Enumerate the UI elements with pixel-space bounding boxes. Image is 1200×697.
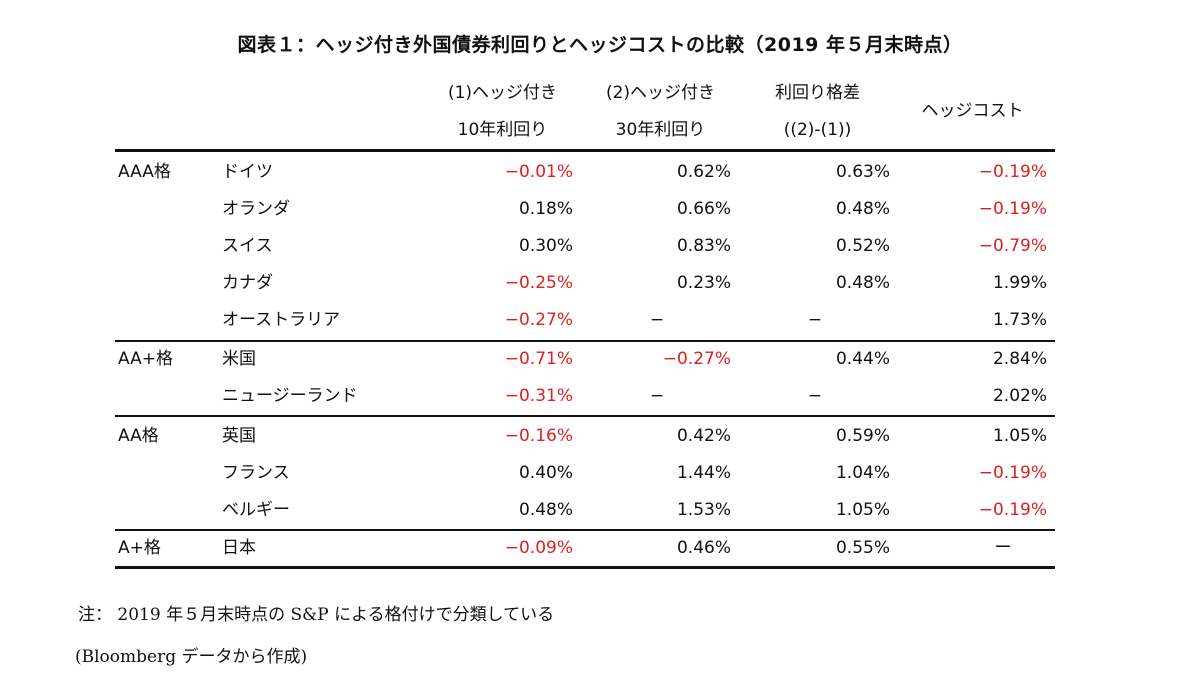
value-cell: −0.19% — [978, 199, 1047, 219]
value-cell: 0.55% — [835, 538, 890, 558]
country-name: 英国 — [222, 426, 256, 446]
country-name: フランス — [222, 463, 290, 483]
value-cell: 1.05% — [992, 426, 1047, 446]
value-cell: −0.25% — [504, 273, 573, 293]
table-row: A+格 日本 −0.09% 0.46% 0.55% ー — [0, 530, 1200, 567]
table-top-rule — [115, 149, 1055, 152]
group-divider — [115, 415, 1055, 417]
value-cell: −0.19% — [978, 500, 1047, 520]
value-cell: −0.09% — [504, 538, 573, 558]
header-line1: (1)ヘッジ付き — [447, 83, 558, 103]
table-row: AA格 英国 −0.16% 0.42% 0.59% 1.05% — [0, 418, 1200, 455]
value-cell: −0.31% — [504, 386, 573, 406]
value-cell: 1.05% — [835, 500, 890, 520]
table-bottom-rule — [115, 566, 1055, 569]
value-cell: 0.30% — [518, 236, 573, 256]
header-line2: 30年利回り — [615, 120, 706, 140]
value-cell: − — [807, 386, 823, 406]
value-cell: 0.52% — [835, 236, 890, 256]
value-cell: 1.04% — [835, 463, 890, 483]
country-name: オーストラリア — [222, 310, 341, 330]
value-cell: 0.46% — [676, 538, 731, 558]
rating-group: AAA格 — [118, 162, 171, 182]
value-cell: 0.59% — [835, 426, 890, 446]
value-cell: 1.53% — [676, 500, 731, 520]
header-10y-yield: (1)ヘッジ付き 10年利回り — [420, 75, 585, 149]
table-row: スイス 0.30% 0.83% 0.52% −0.79% — [0, 228, 1200, 265]
value-cell: 0.40% — [518, 463, 573, 483]
table-row: オーストラリア −0.27% − − 1.73% — [0, 302, 1200, 339]
table-row: ベルギー 0.48% 1.53% 1.05% −0.19% — [0, 492, 1200, 529]
value-cell: 0.18% — [518, 199, 573, 219]
value-cell: 0.48% — [835, 199, 890, 219]
value-cell: 0.48% — [518, 500, 573, 520]
value-cell: 2.02% — [992, 386, 1047, 406]
value-cell: 0.83% — [676, 236, 731, 256]
table-row: オランダ 0.18% 0.66% 0.48% −0.19% — [0, 191, 1200, 228]
value-cell: 0.48% — [835, 273, 890, 293]
value-cell: −0.27% — [504, 310, 573, 330]
value-cell: −0.71% — [504, 349, 573, 369]
rating-group: AA格 — [118, 426, 159, 446]
value-cell: 1.73% — [992, 310, 1047, 330]
value-cell: 0.62% — [676, 162, 731, 182]
value-cell: −0.27% — [662, 349, 731, 369]
country-name: スイス — [222, 236, 273, 256]
value-cell: 0.63% — [835, 162, 890, 182]
table-row: フランス 0.40% 1.44% 1.04% −0.19% — [0, 455, 1200, 492]
country-name: 米国 — [222, 349, 256, 369]
figure-title: 図表１：ヘッジ付き外国債券利回りとヘッジコストの比較（2019 年５月末時点） — [237, 34, 963, 56]
header-line1: 利回り格差 — [775, 83, 860, 103]
group-divider — [115, 529, 1055, 531]
value-cell: 0.44% — [835, 349, 890, 369]
header-hedge-cost: ヘッジコスト — [890, 93, 1055, 130]
header-line2: ((2)-(1)) — [783, 120, 852, 140]
table-row: ニュージーランド −0.31% − − 2.02% — [0, 378, 1200, 415]
country-name: ニュージーランド — [222, 386, 358, 406]
note-rating-source: 注： 2019 年５月末時点の S&P による格付けで分類している — [78, 605, 555, 625]
header-yield-spread: 利回り格差 ((2)-(1)) — [735, 75, 900, 149]
value-cell: −0.16% — [504, 426, 573, 446]
value-cell: − — [807, 310, 823, 330]
country-name: 日本 — [222, 538, 256, 558]
note-data-source: (Bloomberg データから作成) — [75, 647, 308, 667]
value-cell: 2.84% — [992, 349, 1047, 369]
rating-group: AA+格 — [118, 349, 173, 369]
header-line1: ヘッジコスト — [921, 101, 1024, 121]
value-cell: 1.99% — [992, 273, 1047, 293]
value-cell: −0.19% — [978, 162, 1047, 182]
country-name: ベルギー — [222, 500, 290, 520]
header-30y-yield: (2)ヘッジ付き 30年利回り — [578, 75, 743, 149]
value-cell: −0.19% — [978, 463, 1047, 483]
table-row: AAA格 ドイツ −0.01% 0.62% 0.63% −0.19% — [0, 154, 1200, 191]
country-name: オランダ — [222, 199, 290, 219]
value-cell: −0.79% — [978, 236, 1047, 256]
header-line2: 10年利回り — [457, 120, 548, 140]
header-line1: (2)ヘッジ付き — [605, 83, 716, 103]
value-cell: 1.44% — [676, 463, 731, 483]
rating-group: A+格 — [118, 538, 161, 558]
value-cell: ー — [994, 538, 1012, 558]
country-name: カナダ — [222, 273, 273, 293]
table-row: AA+格 米国 −0.71% −0.27% 0.44% 2.84% — [0, 341, 1200, 378]
value-cell: −0.01% — [504, 162, 573, 182]
value-cell: − — [649, 310, 665, 330]
table-row: カナダ −0.25% 0.23% 0.48% 1.99% — [0, 265, 1200, 302]
value-cell: 0.23% — [676, 273, 731, 293]
country-name: ドイツ — [222, 162, 273, 182]
group-divider — [115, 340, 1055, 342]
value-cell: 0.66% — [676, 199, 731, 219]
value-cell: 0.42% — [676, 426, 731, 446]
value-cell: − — [649, 386, 665, 406]
